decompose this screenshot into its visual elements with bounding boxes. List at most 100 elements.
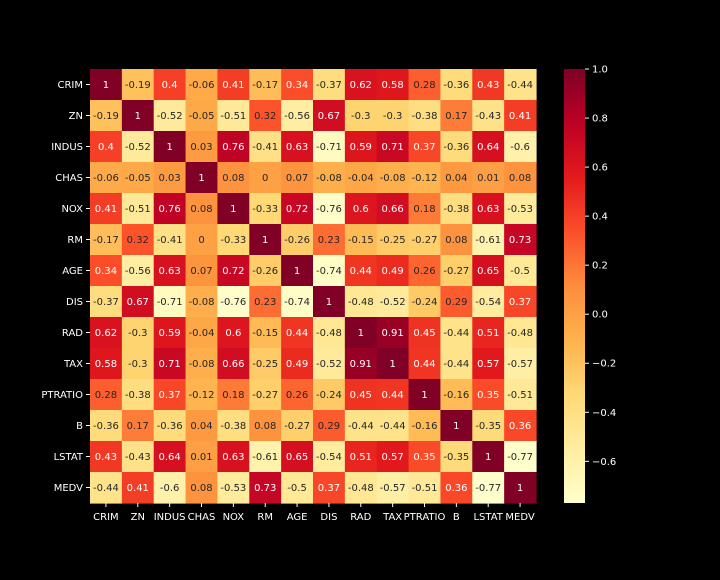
heatmap-cell bbox=[472, 224, 505, 256]
cell-value-label: 0.07 bbox=[190, 266, 212, 277]
heatmap-cell bbox=[281, 255, 314, 287]
cell-value-label: 0.76 bbox=[222, 142, 244, 153]
heatmap-cell bbox=[408, 131, 442, 163]
cell-value-label: 0.32 bbox=[254, 111, 276, 122]
heatmap-cell bbox=[121, 379, 155, 411]
heatmap-cell bbox=[90, 348, 123, 380]
cell-value-label: -0.61 bbox=[475, 235, 501, 246]
heatmap-cell bbox=[153, 69, 187, 101]
cell-value-label: 0.4 bbox=[162, 80, 178, 91]
heatmap-cell bbox=[472, 379, 505, 411]
cell-value-label: -0.06 bbox=[93, 173, 119, 184]
cell-value-label: -0.05 bbox=[125, 173, 151, 184]
cell-value-label: -0.6 bbox=[510, 142, 530, 153]
heatmap-cell bbox=[504, 379, 537, 411]
heatmap-cell bbox=[90, 472, 123, 504]
cell-value-label: -0.43 bbox=[125, 452, 151, 463]
heatmap-cell bbox=[217, 348, 250, 380]
heatmap-cell bbox=[504, 69, 537, 101]
cell-value-label: -0.54 bbox=[475, 297, 501, 308]
heatmap-cell bbox=[408, 255, 442, 287]
heatmap-cell bbox=[185, 69, 219, 101]
heatmap-cell bbox=[185, 379, 219, 411]
cell-value-label: 0.51 bbox=[350, 452, 372, 463]
heatmap-cell bbox=[185, 472, 219, 504]
colorbar-gradient bbox=[564, 69, 585, 503]
cell-value-label: 0.57 bbox=[477, 359, 499, 370]
cell-value-label: 0.29 bbox=[318, 421, 340, 432]
heatmap-cell bbox=[217, 441, 250, 473]
heatmap-cell bbox=[440, 441, 473, 473]
heatmap-cell bbox=[504, 317, 537, 349]
cell-value-label: 0.36 bbox=[509, 421, 531, 432]
y-tick-label: TAX bbox=[63, 359, 83, 370]
cell-value-label: -0.44 bbox=[93, 483, 119, 494]
heatmap-cell bbox=[121, 131, 155, 163]
x-tick-label: B bbox=[453, 512, 460, 523]
cell-value-label: -0.37 bbox=[316, 80, 342, 91]
cell-value-label: 0.04 bbox=[445, 173, 467, 184]
heatmap-cell bbox=[440, 348, 473, 380]
heatmap-cell bbox=[90, 286, 123, 318]
heatmap-cell bbox=[408, 348, 442, 380]
cell-value-label: -0.52 bbox=[125, 142, 151, 153]
heatmap-cell bbox=[153, 348, 187, 380]
x-tick-label: INDUS bbox=[154, 512, 186, 523]
heatmap-cell bbox=[313, 472, 346, 504]
heatmap-cell bbox=[313, 193, 346, 225]
cell-value-label: 0.18 bbox=[413, 204, 435, 215]
cell-value-label: -0.08 bbox=[189, 297, 215, 308]
cell-value-label: -0.48 bbox=[316, 328, 342, 339]
cell-value-label: -0.44 bbox=[380, 421, 406, 432]
heatmap-cell bbox=[408, 69, 442, 101]
cell-value-label: -0.19 bbox=[125, 80, 151, 91]
heatmap-cell bbox=[121, 255, 155, 287]
cell-value-label: -0.38 bbox=[412, 111, 438, 122]
cell-value-label: -0.5 bbox=[287, 483, 307, 494]
heatmap-cell bbox=[472, 162, 505, 194]
heatmap-cell bbox=[121, 410, 155, 442]
heatmap-cell bbox=[217, 193, 250, 225]
heatmap-cell bbox=[121, 286, 155, 318]
cell-value-label: 0.08 bbox=[445, 235, 467, 246]
heatmap-cell bbox=[90, 69, 123, 101]
heatmap-cell bbox=[440, 131, 473, 163]
cell-value-label: 0.35 bbox=[413, 452, 435, 463]
cell-value-label: 0.58 bbox=[95, 359, 117, 370]
heatmap-cell bbox=[344, 193, 378, 225]
heatmap-cell bbox=[90, 162, 123, 194]
heatmap-cell bbox=[313, 255, 346, 287]
cell-value-label: -0.05 bbox=[189, 111, 215, 122]
x-tick-label: TAX bbox=[382, 512, 402, 523]
cell-value-label: -0.37 bbox=[93, 297, 119, 308]
cell-value-label: -0.5 bbox=[510, 266, 530, 277]
cell-value-label: -0.16 bbox=[443, 390, 469, 401]
x-tick-label: MEDV bbox=[505, 512, 534, 523]
heatmap-cell bbox=[376, 348, 410, 380]
y-tick-label: NOX bbox=[61, 204, 83, 215]
cell-value-label: -0.24 bbox=[412, 297, 438, 308]
cell-value-label: 1 bbox=[358, 328, 364, 339]
cell-value-label: -0.48 bbox=[348, 483, 374, 494]
heatmap-cell bbox=[472, 286, 505, 318]
heatmap-cell bbox=[472, 348, 505, 380]
cell-value-label: -0.17 bbox=[93, 235, 119, 246]
heatmap-cell bbox=[313, 348, 346, 380]
heatmap-cell bbox=[344, 348, 378, 380]
heatmap-cell bbox=[249, 69, 282, 101]
heatmap-cell bbox=[472, 255, 505, 287]
cell-value-label: -0.74 bbox=[316, 266, 342, 277]
cell-value-label: 0.08 bbox=[254, 421, 276, 432]
heatmap-cell bbox=[313, 224, 346, 256]
cell-value-label: 0.17 bbox=[445, 111, 467, 122]
cell-value-label: 0.73 bbox=[509, 235, 531, 246]
heatmap-cell bbox=[440, 379, 473, 411]
y-tick-label: RAD bbox=[62, 328, 83, 339]
cell-value-label: -0.12 bbox=[412, 173, 438, 184]
x-axis-tick-labels: CRIM ZN INDUS CHAS NOX RM AGE DIS RAD TAX PTRATIO B… bbox=[93, 503, 535, 523]
y-tick-label: LSTAT bbox=[54, 452, 84, 463]
cell-value-label: 0.71 bbox=[159, 359, 181, 370]
heatmap-cell bbox=[440, 193, 473, 225]
heatmap-cell bbox=[408, 472, 442, 504]
cell-value-label: -0.25 bbox=[380, 235, 406, 246]
